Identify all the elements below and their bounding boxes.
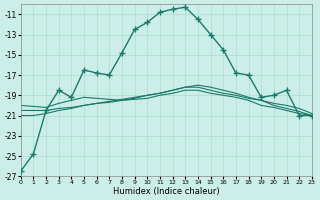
X-axis label: Humidex (Indice chaleur): Humidex (Indice chaleur) — [113, 187, 220, 196]
